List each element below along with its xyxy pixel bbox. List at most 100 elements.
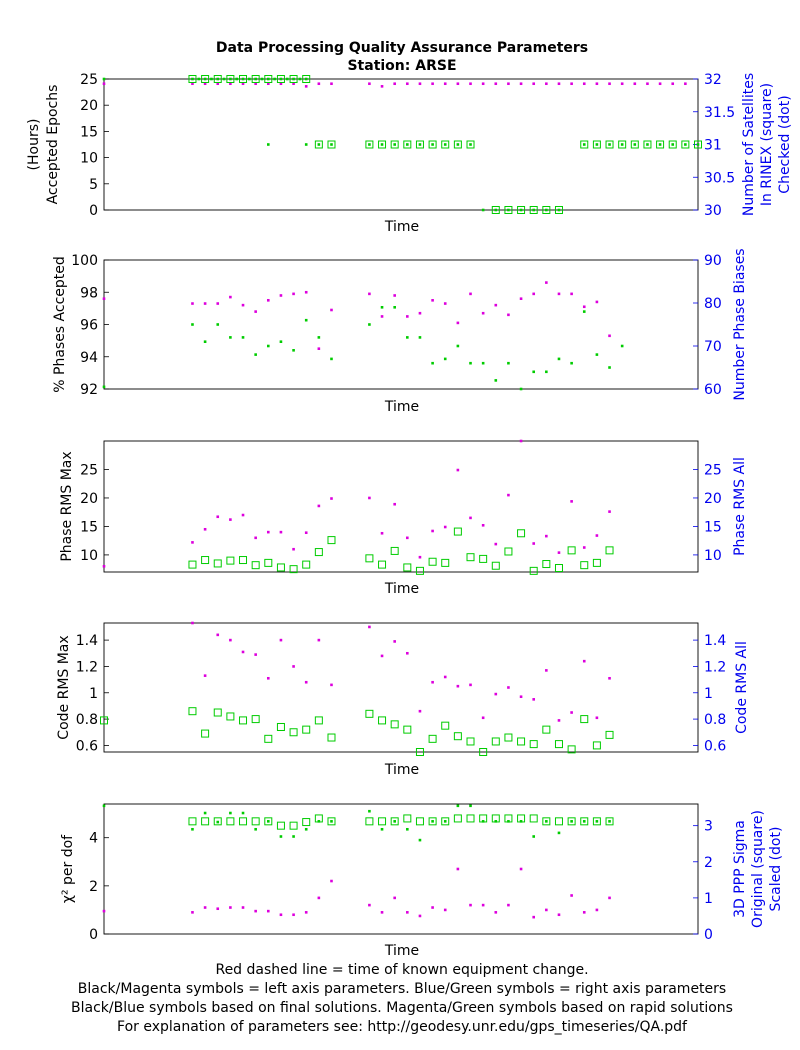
green-square-marker bbox=[188, 817, 197, 826]
right-tick-label: 90 bbox=[704, 253, 722, 269]
magenta-dot-marker bbox=[481, 903, 485, 907]
magenta-dot-marker bbox=[229, 638, 232, 642]
magenta-dot-marker bbox=[317, 896, 321, 900]
green-dot-marker bbox=[696, 143, 700, 146]
green-dot-marker bbox=[519, 387, 523, 391]
magenta-dot-marker bbox=[469, 82, 472, 86]
left-tick-label: 25 bbox=[80, 462, 98, 478]
magenta-dot-marker bbox=[545, 82, 548, 86]
right-axis-label: Code RMS All bbox=[734, 641, 750, 734]
magenta-dot-marker bbox=[431, 906, 434, 909]
green-dot-marker bbox=[279, 77, 283, 81]
magenta-dot-marker bbox=[582, 546, 586, 549]
magenta-dot-marker bbox=[507, 686, 510, 689]
magenta-dot-marker bbox=[241, 650, 245, 654]
green-square-marker bbox=[554, 817, 563, 826]
green-dot-marker bbox=[507, 208, 510, 212]
green-dot-marker bbox=[368, 323, 371, 326]
left-axis-label: Code RMS Max bbox=[56, 635, 72, 739]
green-square-marker bbox=[592, 140, 601, 149]
green-square-marker bbox=[517, 529, 526, 538]
green-dot-marker bbox=[469, 804, 472, 808]
left-tick-label: 20 bbox=[80, 491, 98, 507]
green-square-marker bbox=[239, 716, 248, 725]
green-square-marker bbox=[441, 558, 450, 567]
green-square-marker bbox=[378, 560, 387, 569]
magenta-dot-marker bbox=[570, 292, 573, 296]
green-square-marker bbox=[365, 709, 374, 718]
magenta-dot-marker bbox=[431, 529, 434, 533]
right-tick-label: 1.4 bbox=[704, 633, 726, 649]
green-square-marker bbox=[226, 817, 235, 826]
magenta-dot-marker bbox=[254, 909, 257, 913]
magenta-dot-marker bbox=[406, 536, 409, 540]
green-dot-marker bbox=[292, 835, 295, 838]
green-square-marker bbox=[466, 737, 475, 746]
green-dot-marker bbox=[191, 77, 194, 81]
footer-line-4: For explanation of parameters see: http:… bbox=[117, 1019, 688, 1035]
right-axis-label: Phase RMS All bbox=[732, 457, 748, 556]
magenta-dot-marker bbox=[279, 913, 283, 917]
magenta-dot-marker bbox=[532, 82, 536, 86]
magenta-dot-marker bbox=[456, 82, 460, 86]
green-dot-marker bbox=[380, 143, 384, 146]
magenta-dot-marker bbox=[456, 867, 460, 871]
magenta-dot-marker bbox=[102, 909, 106, 913]
magenta-dot-marker bbox=[229, 295, 232, 299]
right-axis-label: In RINEX (square) bbox=[759, 83, 775, 206]
right-tick-label: 3 bbox=[704, 819, 713, 835]
magenta-dot-marker bbox=[191, 911, 194, 914]
right-tick-label: 31.5 bbox=[704, 105, 735, 121]
magenta-dot-marker bbox=[443, 675, 447, 679]
green-square-marker bbox=[264, 75, 273, 83]
magenta-dot-marker bbox=[582, 911, 586, 914]
green-dot-marker bbox=[393, 143, 396, 146]
magenta-dot-marker bbox=[191, 302, 194, 305]
green-dot-marker bbox=[229, 77, 232, 81]
magenta-dot-marker bbox=[380, 315, 384, 318]
green-dot-marker bbox=[469, 361, 472, 365]
green-square-marker bbox=[327, 817, 336, 826]
magenta-dot-marker bbox=[532, 915, 536, 919]
magenta-dot-marker bbox=[646, 82, 649, 86]
green-dot-marker bbox=[481, 820, 485, 823]
green-dot-marker bbox=[431, 361, 434, 365]
magenta-dot-marker bbox=[557, 913, 561, 917]
green-square-marker bbox=[251, 715, 260, 724]
left-tick-label: 5 bbox=[89, 177, 98, 193]
green-dot-marker bbox=[102, 804, 106, 808]
magenta-dot-marker bbox=[317, 347, 321, 350]
magenta-dot-marker bbox=[469, 292, 472, 296]
magenta-dot-marker bbox=[368, 903, 371, 907]
green-square-marker bbox=[289, 821, 298, 830]
magenta-dot-marker bbox=[595, 300, 599, 304]
green-dot-marker bbox=[298, 77, 302, 81]
green-square-marker bbox=[188, 560, 197, 569]
magenta-dot-marker bbox=[570, 711, 573, 714]
magenta-dot-marker bbox=[393, 896, 396, 900]
magenta-dot-marker bbox=[266, 299, 270, 302]
green-dot-marker bbox=[380, 306, 384, 309]
magenta-dot-marker bbox=[368, 82, 371, 86]
green-square-marker bbox=[592, 558, 601, 567]
magenta-dot-marker bbox=[241, 303, 245, 307]
green-square-marker bbox=[188, 75, 197, 83]
magenta-dot-marker bbox=[507, 903, 510, 907]
right-tick-label: 0.8 bbox=[704, 712, 726, 728]
green-dot-marker bbox=[570, 361, 573, 365]
magenta-dot-marker bbox=[216, 907, 220, 911]
magenta-dot-marker bbox=[279, 638, 283, 642]
green-square-marker bbox=[188, 707, 197, 716]
green-square-marker bbox=[580, 561, 589, 570]
magenta-dot-marker bbox=[292, 292, 295, 296]
magenta-dot-marker bbox=[279, 82, 283, 86]
green-dot-marker bbox=[582, 820, 586, 823]
green-dot-marker bbox=[330, 143, 333, 146]
green-square-marker bbox=[276, 821, 285, 830]
magenta-dot-marker bbox=[102, 565, 106, 568]
green-dot-marker bbox=[235, 77, 239, 81]
magenta-dot-marker bbox=[469, 903, 472, 907]
magenta-dot-marker bbox=[229, 518, 232, 521]
magenta-dot-marker bbox=[266, 530, 270, 534]
